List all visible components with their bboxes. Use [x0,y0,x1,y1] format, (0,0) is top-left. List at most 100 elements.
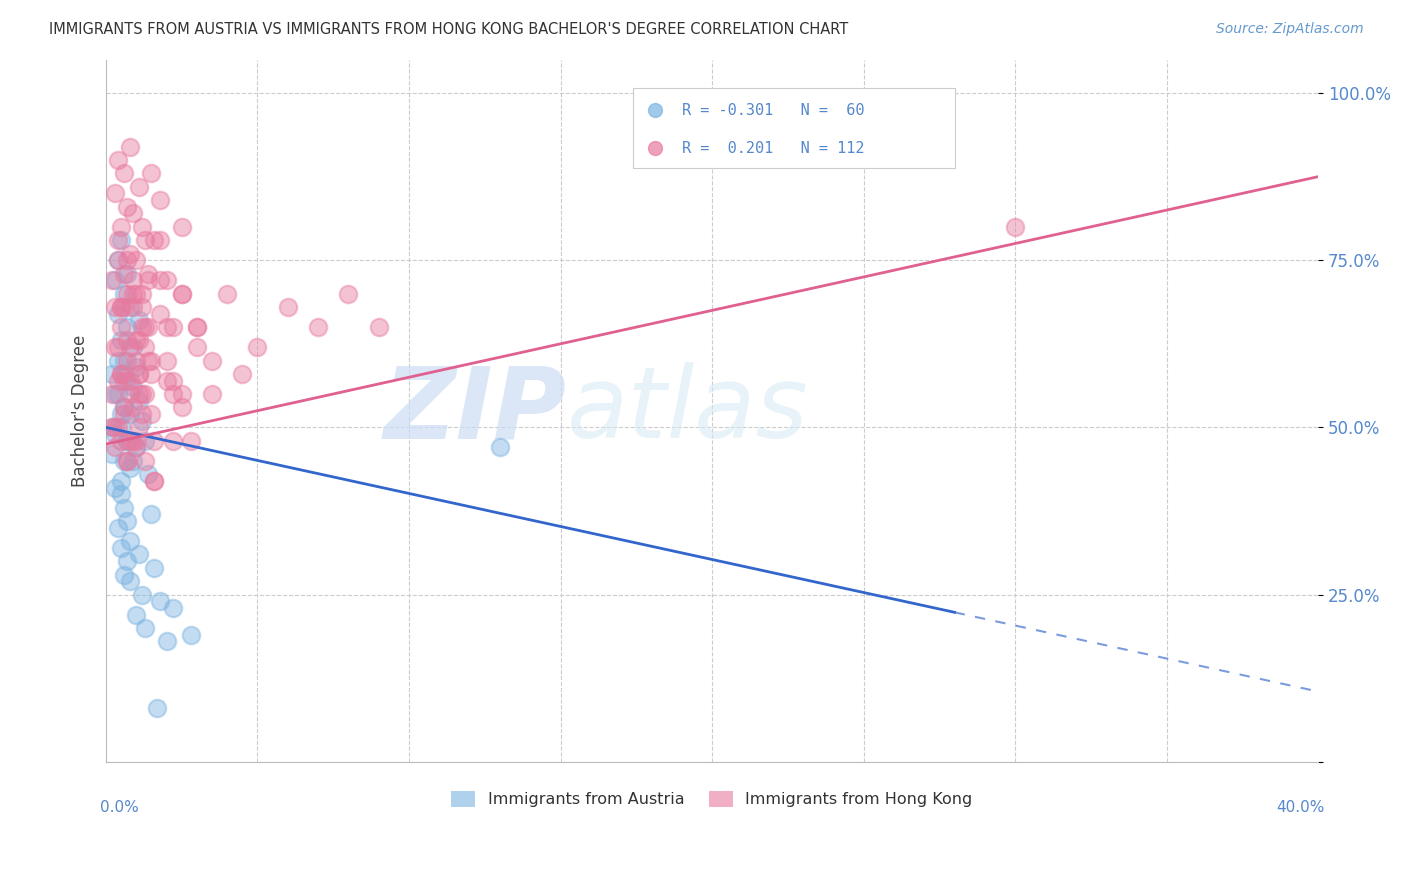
Point [104,340,127,354]
Point [143,474,166,488]
Point [120,300,142,314]
Point [122,401,145,415]
Point [367,320,389,334]
Text: IMMIGRANTS FROM AUSTRIA VS IMMIGRANTS FROM HONG KONG BACHELOR'S DEGREE CORRELATI: IMMIGRANTS FROM AUSTRIA VS IMMIGRANTS FR… [49,22,848,37]
Point [110,367,132,381]
Point [115,267,138,281]
Point [131,414,153,428]
Point [489,441,512,455]
Point [122,206,145,220]
Point [112,401,135,415]
Point [107,420,129,434]
Text: 40.0%: 40.0% [1277,800,1324,815]
Point [104,387,127,401]
Point [155,273,177,287]
Point [112,567,135,582]
Point [138,273,160,287]
Point [125,441,148,455]
Point [104,420,127,434]
Point [110,334,132,348]
Point [141,367,163,381]
Point [170,401,193,415]
Point [134,233,156,247]
Point [101,367,124,381]
Point [112,374,135,388]
Text: Source: ZipAtlas.com: Source: ZipAtlas.com [1216,22,1364,37]
Point [138,467,160,482]
Text: atlas: atlas [567,362,808,459]
Point [110,300,132,314]
Point [128,548,150,562]
Point [122,454,145,468]
Point [155,353,177,368]
Point [110,420,132,434]
Point [149,273,172,287]
Point [141,508,163,522]
Point [125,353,148,368]
Point [120,407,142,421]
Point [138,320,160,334]
Point [231,367,253,381]
Point [1004,219,1026,234]
Point [120,246,142,260]
Point [170,286,193,301]
Point [170,387,193,401]
Point [134,320,156,334]
Point [115,334,138,348]
Point [120,340,142,354]
Point [104,427,127,442]
Point [125,286,148,301]
Point [201,387,224,401]
Point [115,434,138,448]
Point [146,701,169,715]
Point [143,474,166,488]
Point [138,267,160,281]
Point [120,374,142,388]
Point [134,434,156,448]
Point [201,353,224,368]
Point [110,300,132,314]
Point [107,374,129,388]
Point [101,387,124,401]
Point [122,286,145,301]
Point [112,407,135,421]
Point [131,407,153,421]
Point [246,340,269,354]
Point [101,447,124,461]
Point [112,353,135,368]
Point [125,441,148,455]
Point [120,139,142,153]
Point [155,320,177,334]
Point [143,561,166,575]
Point [131,300,153,314]
Point [107,307,129,321]
Point [128,393,150,408]
Point [138,353,160,368]
Text: 0.0%: 0.0% [100,800,139,815]
Point [122,300,145,314]
Point [149,594,172,608]
Point [120,534,142,549]
Point [104,300,127,314]
Point [170,286,193,301]
Point [149,233,172,247]
Point [131,286,153,301]
Point [134,387,156,401]
Point [125,253,148,268]
Point [107,253,129,268]
Point [110,474,132,488]
Point [134,621,156,635]
Point [155,634,177,648]
Point [104,481,127,495]
Point [110,233,132,247]
Point [115,434,138,448]
Point [107,353,129,368]
Point [115,374,138,388]
Point [110,320,132,334]
Point [149,193,172,207]
Point [110,487,132,501]
Point [110,407,132,421]
Point [112,401,135,415]
Point [131,387,153,401]
Point [143,434,166,448]
